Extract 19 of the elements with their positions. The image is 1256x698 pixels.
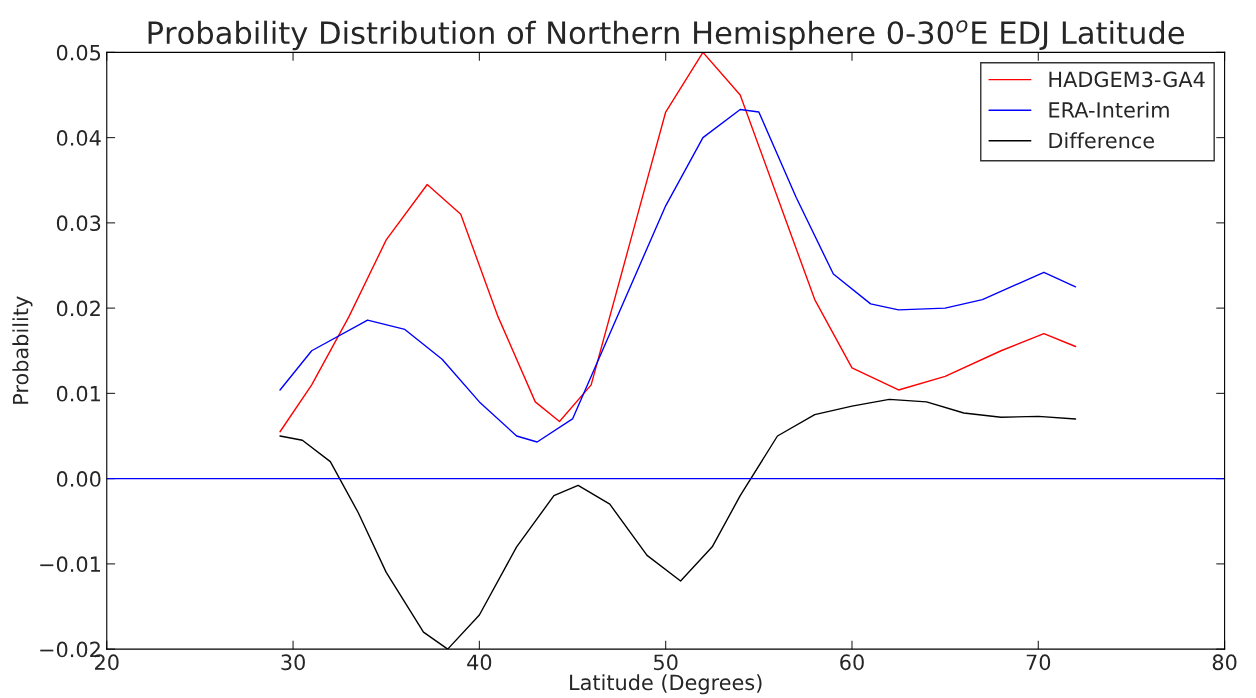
y-tick-label: 0.01	[56, 385, 100, 402]
x-tick-label: 60	[840, 654, 864, 671]
x-tick-label: 30	[281, 654, 305, 671]
legend-label: ERA-Interim	[1049, 101, 1169, 118]
legend-label: Difference	[1049, 132, 1155, 149]
y-tick-label: 0.04	[56, 130, 101, 146]
x-tick-label: 50	[654, 654, 678, 671]
x-tick-label: 70	[1026, 654, 1051, 671]
chart-title: Probability Distribution of Northern Hemisphere 0-30$^{o}$E EDJ Latitude	[148, 20, 1184, 51]
y-tick-label: 0.03	[56, 215, 101, 232]
y-tick-label: −0.01	[40, 556, 100, 573]
x-axis-title: Latitude (Degrees)	[570, 674, 762, 695]
x-tick-label: 40	[467, 654, 492, 671]
y-tick-label: 0.05	[56, 44, 101, 61]
y-tick-label: 0.00	[56, 471, 101, 487]
x-tick-label: 80	[1212, 654, 1237, 671]
y-tick-label: 0.02	[56, 300, 100, 317]
y-axis-title: Probability	[12, 296, 33, 404]
legend-label: HADGEM3-GA4	[1049, 71, 1205, 88]
